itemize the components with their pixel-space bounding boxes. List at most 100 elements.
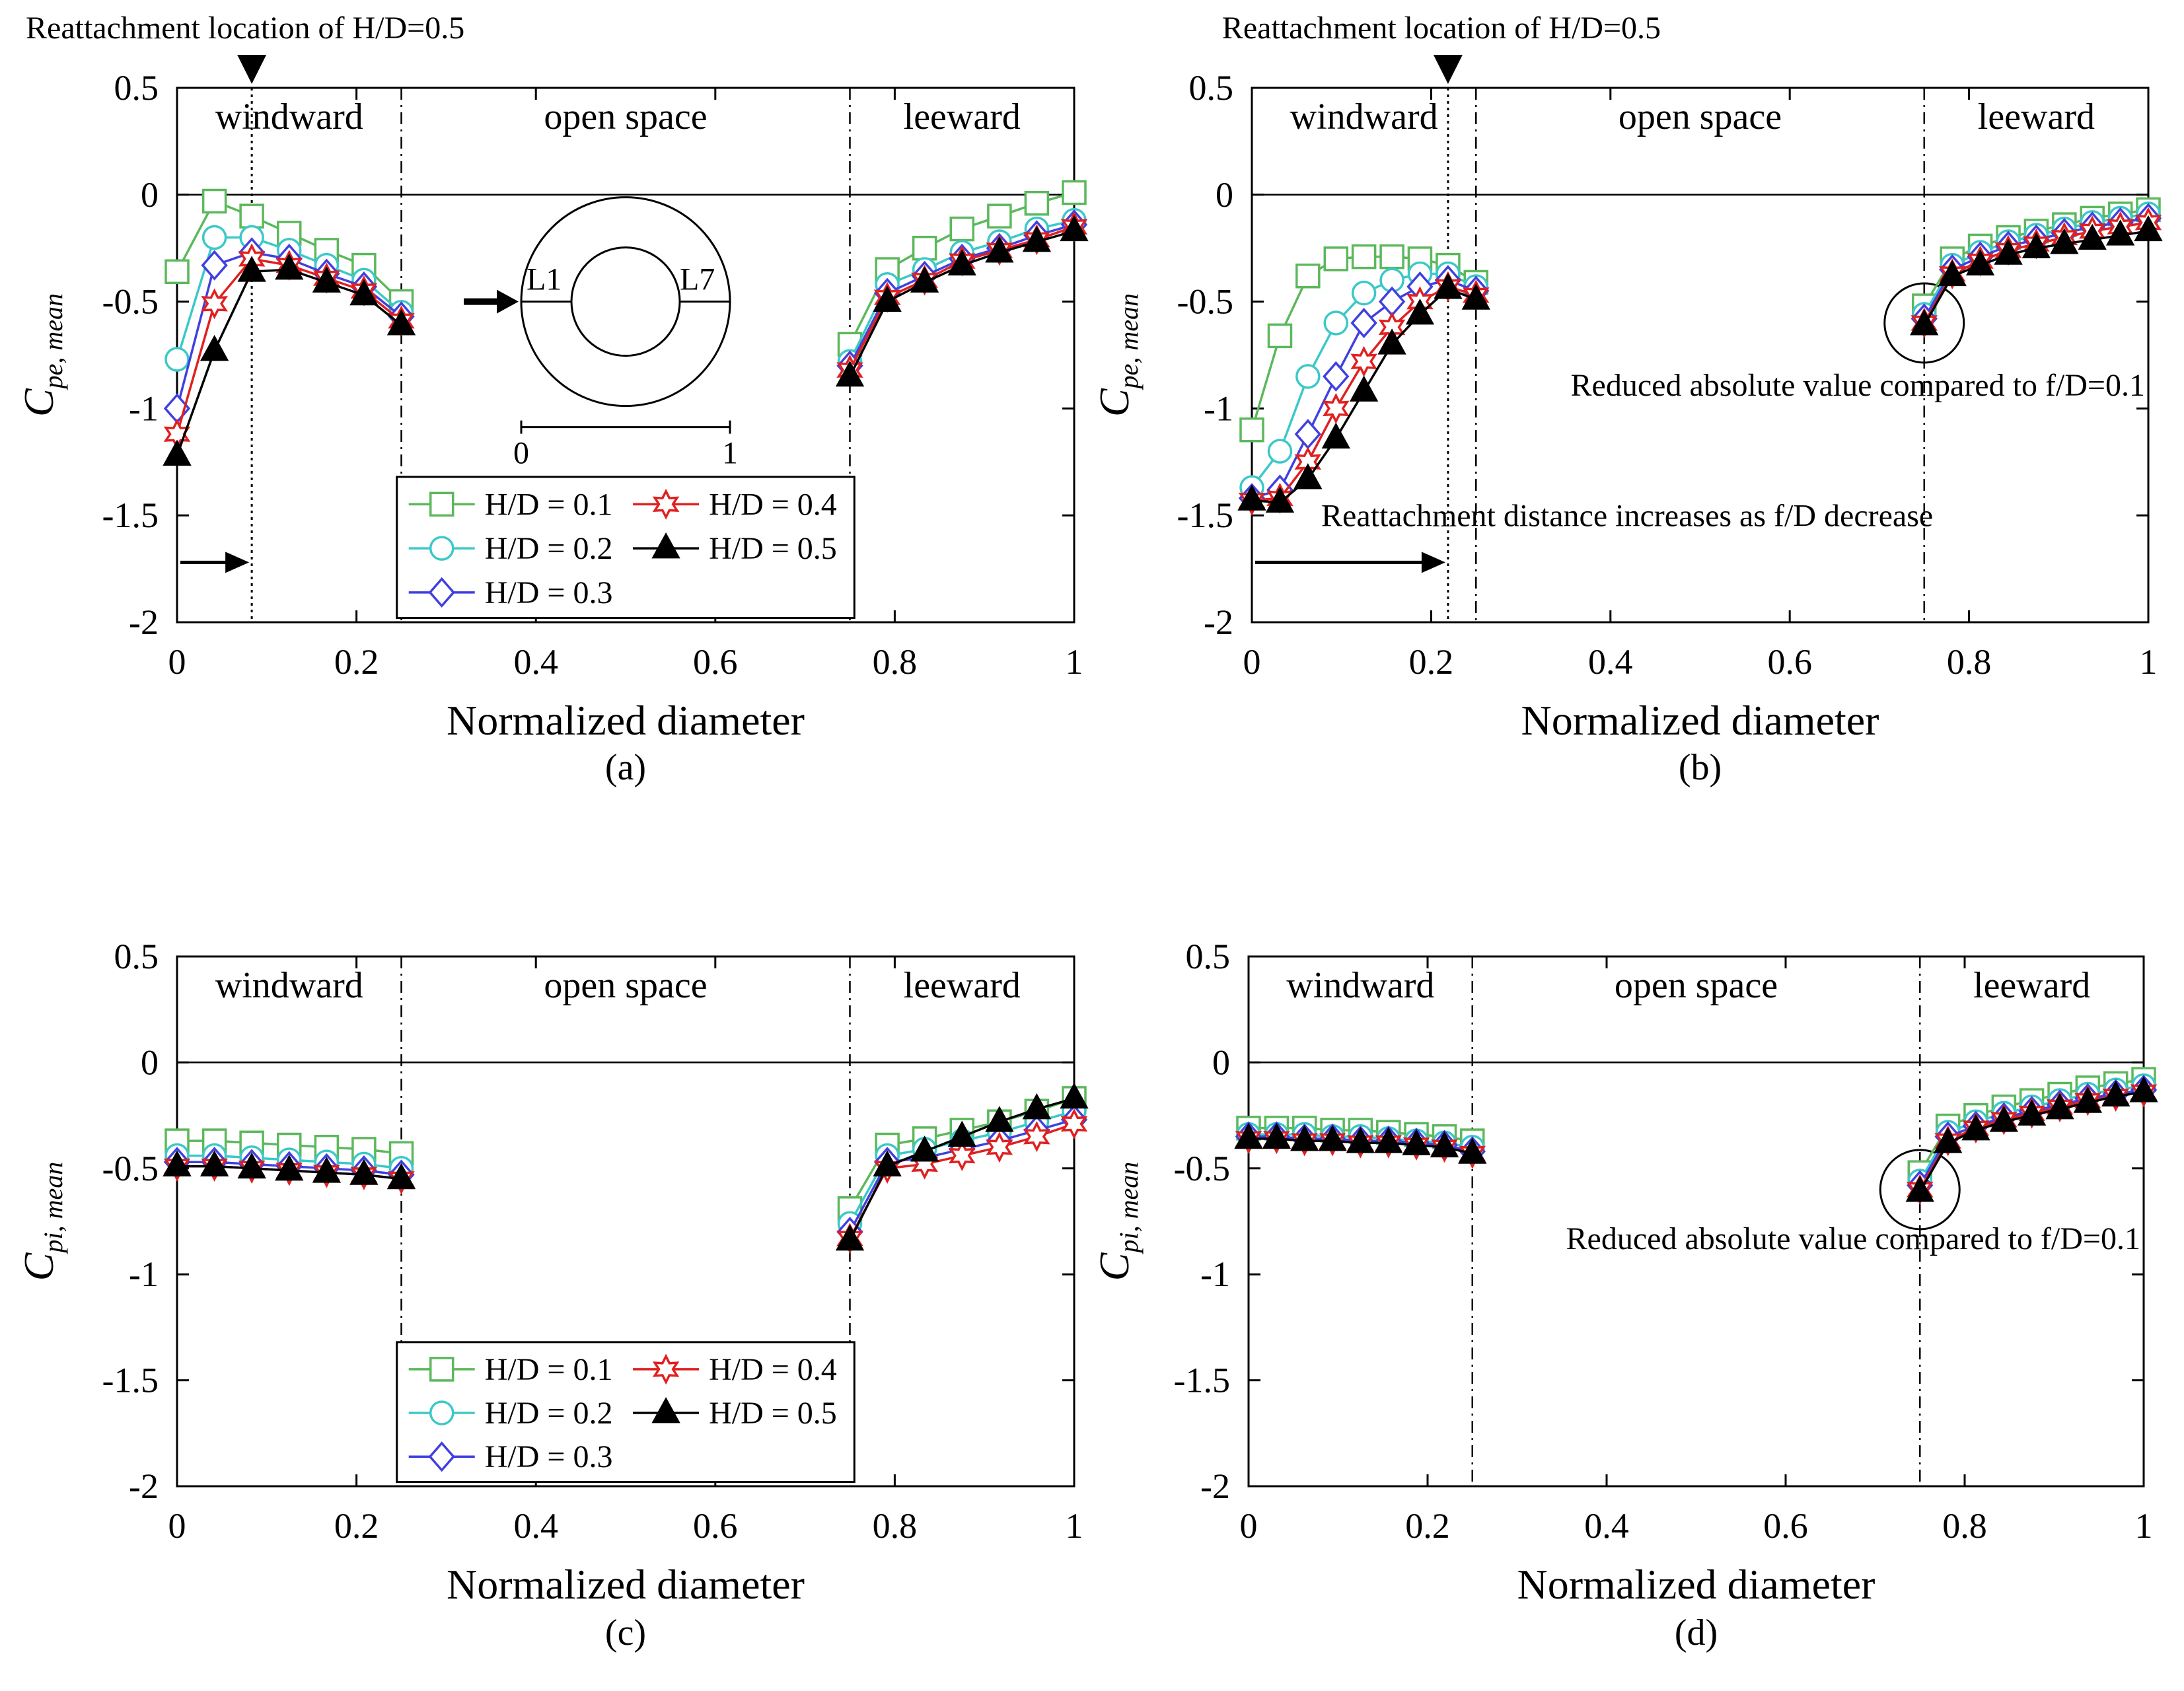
x-tick-label: 0 xyxy=(168,1506,186,1546)
data-point xyxy=(237,256,266,282)
data-point xyxy=(1402,1129,1431,1155)
data-point xyxy=(1938,260,1967,287)
y-axis-label-main: C xyxy=(15,388,62,417)
x-tick-label: 0.8 xyxy=(873,642,918,682)
region-label-leeward: leeward xyxy=(904,965,1021,1006)
y-tick-label: -1 xyxy=(129,1254,159,1294)
x-tick-label: 0.4 xyxy=(513,1506,558,1546)
data-point xyxy=(239,203,264,229)
y-tick-label: -0.5 xyxy=(102,1149,159,1188)
region-label-leeward: leeward xyxy=(1973,965,2090,1006)
legend-label: H/D = 0.5 xyxy=(709,531,837,566)
y-tick-label: -1.5 xyxy=(102,1361,159,1400)
data-point xyxy=(1965,249,1995,275)
data-point xyxy=(312,1157,342,1183)
data-point xyxy=(912,235,937,261)
y-axis-label: Cpe, mean xyxy=(1091,293,1144,417)
data-point xyxy=(987,203,1012,229)
x-tick-label: 0.4 xyxy=(1584,1506,1629,1546)
legend-label: H/D = 0.4 xyxy=(709,1352,837,1387)
y-axis-label-main: C xyxy=(1091,1252,1138,1281)
inner-ring xyxy=(570,246,681,357)
data-point xyxy=(910,266,939,293)
series-s5 xyxy=(163,1082,1089,1251)
legend-label: H/D = 0.3 xyxy=(485,1439,613,1474)
y-tick-label: 0.5 xyxy=(1186,937,1231,976)
x-axis-label: Normalized diameter xyxy=(1517,1561,1875,1608)
y-tick-label: 0 xyxy=(1212,1042,1230,1082)
y-tick-label: 0.5 xyxy=(1189,68,1234,108)
y-axis-label-main: C xyxy=(15,1252,62,1281)
y-tick-label: -1 xyxy=(1200,1254,1230,1294)
y-tick-label: -1 xyxy=(129,388,159,428)
panel-label: (c) xyxy=(605,1612,646,1653)
data-point xyxy=(1434,273,1463,299)
data-point xyxy=(1022,225,1052,252)
data-point xyxy=(2045,1093,2074,1120)
data-point xyxy=(1060,215,1089,242)
y-tick-label: 0 xyxy=(141,1042,159,1082)
data-point xyxy=(1237,484,1266,511)
data-point xyxy=(275,1154,304,1181)
y-tick-label: -1.5 xyxy=(1174,1361,1230,1400)
data-point xyxy=(275,254,304,280)
data-point xyxy=(237,1152,266,1179)
data-point xyxy=(1060,1082,1089,1109)
data-point xyxy=(948,1140,976,1171)
data-point xyxy=(1318,1125,1347,1151)
data-point xyxy=(201,288,228,320)
reattachment-marker-icon xyxy=(237,55,267,84)
series-s1 xyxy=(1239,197,2161,443)
chart-panel-c: 0 0.2 0.4 0.6 0.8 1 -2 -1.5 -1 -0.5 0 0.5 Normalized… xyxy=(15,937,1089,1653)
x-tick-label: 0.6 xyxy=(1763,1506,1808,1546)
data-point xyxy=(2017,1099,2047,1126)
plot-frame xyxy=(176,955,1075,1488)
data-point xyxy=(386,309,416,336)
y-tick-label: -0.5 xyxy=(1174,1149,1230,1188)
data-point xyxy=(947,249,976,275)
x-tick-label: 0.6 xyxy=(1767,642,1812,682)
data-point xyxy=(947,1120,976,1147)
data-point xyxy=(1961,1114,1990,1141)
data-point xyxy=(835,1224,865,1251)
panel-label: (a) xyxy=(605,747,646,788)
data-point xyxy=(1267,323,1293,349)
y-axis-label: Cpe, mean xyxy=(15,293,68,417)
data-point xyxy=(2073,1087,2102,1113)
data-point xyxy=(1461,283,1490,310)
data-point xyxy=(1351,244,1377,270)
panel-label: (b) xyxy=(1679,747,1722,788)
data-point xyxy=(2106,219,2135,246)
y-tick-label: -2 xyxy=(129,602,159,642)
data-point xyxy=(1405,298,1435,325)
x-tick-label: 0 xyxy=(168,642,186,682)
panel-label: (d) xyxy=(1675,1612,1718,1653)
data-point xyxy=(200,334,229,361)
series-s2 xyxy=(1236,1073,2156,1194)
data-point xyxy=(1351,280,1377,306)
data-point xyxy=(1024,190,1050,216)
label-l1: L1 xyxy=(527,262,562,297)
legend-marker xyxy=(428,577,455,608)
label-l7: L7 xyxy=(680,262,715,297)
data-point xyxy=(2021,232,2051,259)
series-s3 xyxy=(163,209,1088,424)
region-label-open-space: open space xyxy=(1619,96,1782,137)
highlight-circle xyxy=(1883,282,1965,364)
region-label-windward: windward xyxy=(1290,96,1438,137)
data-point xyxy=(1323,246,1349,271)
x-axis-label: Normalized diameter xyxy=(1521,697,1879,744)
data-point xyxy=(986,1132,1013,1163)
y-tick-label: 0 xyxy=(141,175,159,215)
chart-panel-b: 0 0.2 0.4 0.6 0.8 1 -2 -1.5 -1 -0.5 0 0.5 Normalized… xyxy=(1091,11,2163,788)
region-label-windward: windward xyxy=(1286,965,1434,1006)
data-point xyxy=(985,1106,1014,1132)
reattachment-annotation: Reattachment location of H/D=0.5 xyxy=(26,11,464,46)
y-axis-label-sub: pi, mean xyxy=(38,1162,68,1255)
series-s4 xyxy=(1238,207,2162,516)
y-axis-label-sub: pe, mean xyxy=(38,293,68,390)
y-tick-label: 0.5 xyxy=(114,68,159,108)
data-point xyxy=(1905,1176,1934,1202)
series-s1 xyxy=(1236,1067,2156,1185)
data-point xyxy=(1377,328,1406,355)
